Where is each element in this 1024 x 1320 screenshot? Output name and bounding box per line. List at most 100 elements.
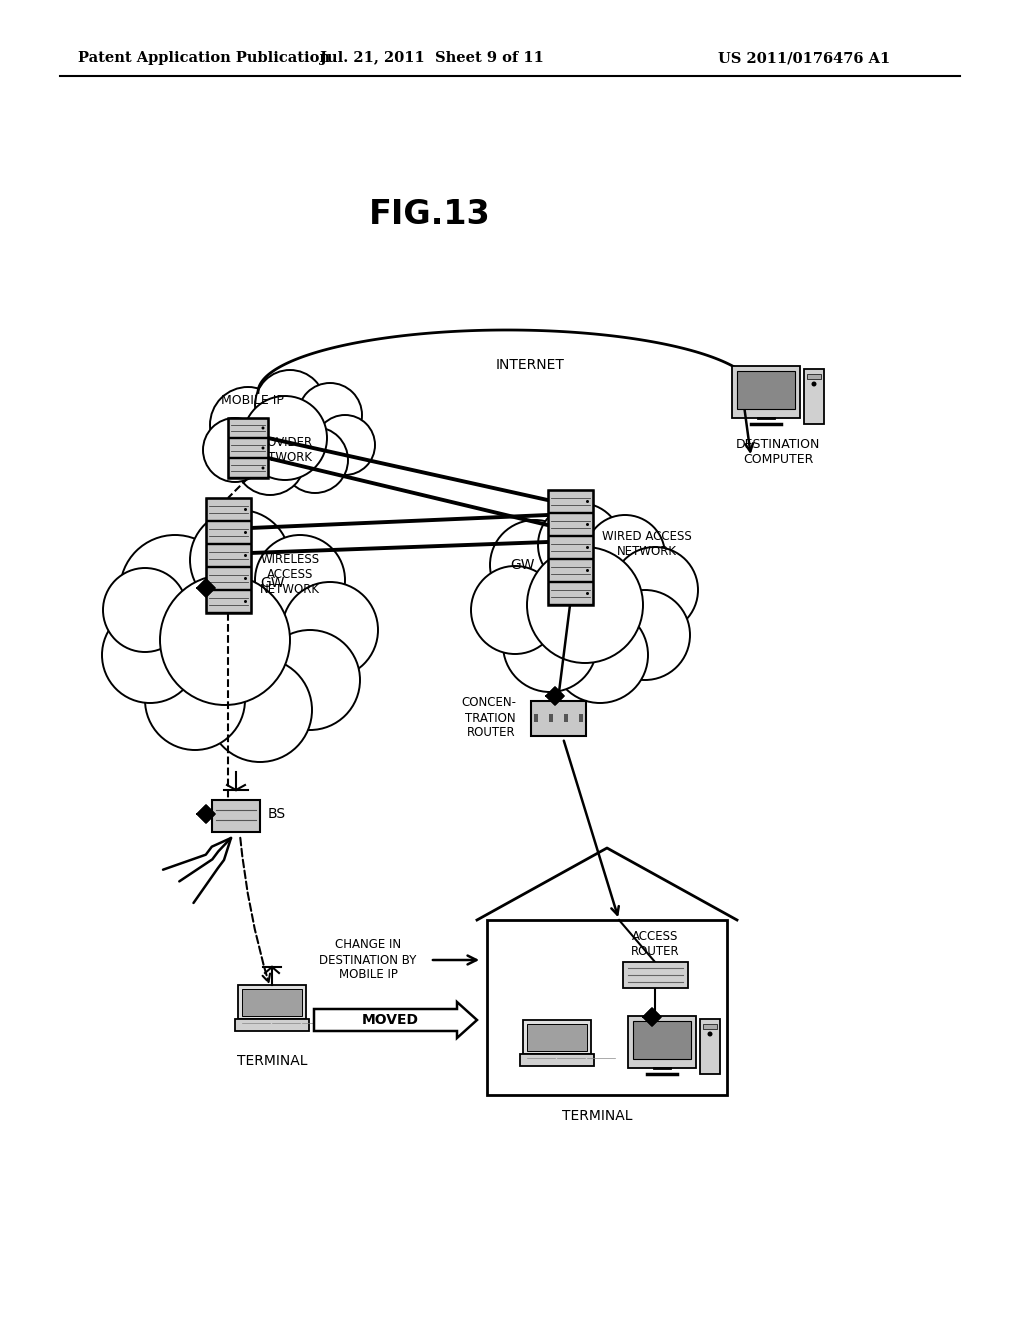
Circle shape <box>103 568 187 652</box>
Bar <box>206 521 251 543</box>
Circle shape <box>260 630 360 730</box>
Text: WIRED ACCESS
NETWORK: WIRED ACCESS NETWORK <box>602 531 692 558</box>
Text: TERMINAL: TERMINAL <box>562 1109 632 1123</box>
Circle shape <box>261 446 264 450</box>
Bar <box>703 1024 717 1030</box>
Circle shape <box>586 546 589 549</box>
Bar <box>633 1020 691 1059</box>
Circle shape <box>586 500 589 503</box>
Circle shape <box>208 657 312 762</box>
Bar <box>212 800 260 832</box>
Text: GW: GW <box>511 558 535 572</box>
Polygon shape <box>197 579 215 597</box>
Bar <box>206 568 251 589</box>
Circle shape <box>190 510 290 610</box>
Bar <box>700 1019 720 1074</box>
Circle shape <box>811 381 816 387</box>
Bar <box>228 438 268 457</box>
Text: INTERNET: INTERNET <box>496 358 564 372</box>
Circle shape <box>612 546 698 634</box>
Bar <box>807 374 821 379</box>
Text: GW: GW <box>260 576 285 590</box>
Circle shape <box>261 426 264 429</box>
Text: BS: BS <box>268 807 286 821</box>
Bar <box>732 366 800 418</box>
Circle shape <box>244 554 247 557</box>
Bar <box>523 1020 591 1055</box>
Bar <box>238 985 306 1019</box>
Text: WIRELESS
ACCESS
NETWORK: WIRELESS ACCESS NETWORK <box>260 553 319 597</box>
Polygon shape <box>546 686 564 705</box>
Bar <box>579 714 583 722</box>
Bar <box>548 490 593 512</box>
Circle shape <box>244 531 247 535</box>
Bar <box>548 490 593 605</box>
Circle shape <box>538 503 622 587</box>
Bar <box>548 558 593 581</box>
Circle shape <box>586 569 589 572</box>
Text: Patent Application Publication: Patent Application Publication <box>78 51 330 65</box>
Text: CHANGE IN
DESTINATION BY
MOBILE IP: CHANGE IN DESTINATION BY MOBILE IP <box>319 939 417 982</box>
Text: ACCESS
ROUTER: ACCESS ROUTER <box>631 931 679 958</box>
Circle shape <box>243 396 327 480</box>
Polygon shape <box>643 1008 662 1026</box>
Bar <box>242 989 302 1016</box>
Circle shape <box>145 649 245 750</box>
Circle shape <box>585 515 665 595</box>
Bar <box>527 1024 587 1051</box>
Text: US 2011/0176476 A1: US 2011/0176476 A1 <box>718 51 890 65</box>
Circle shape <box>586 523 589 525</box>
Text: FIG.13: FIG.13 <box>369 198 490 231</box>
Bar <box>548 536 593 558</box>
Circle shape <box>490 520 580 610</box>
Bar <box>563 714 567 722</box>
Circle shape <box>244 577 247 579</box>
Circle shape <box>203 418 267 482</box>
Bar <box>234 1019 309 1031</box>
Bar <box>548 513 593 535</box>
Circle shape <box>282 426 348 492</box>
Circle shape <box>471 566 559 653</box>
Circle shape <box>282 582 378 678</box>
Text: MOBILE IP: MOBILE IP <box>220 393 284 407</box>
FancyArrow shape <box>314 1002 477 1038</box>
Bar <box>548 582 593 605</box>
Circle shape <box>261 466 264 470</box>
Polygon shape <box>197 805 215 822</box>
Circle shape <box>244 601 247 603</box>
Circle shape <box>315 414 375 475</box>
Bar <box>228 458 268 477</box>
Bar <box>628 1016 696 1068</box>
Text: PROVIDER
NETWORK: PROVIDER NETWORK <box>253 436 313 465</box>
Bar <box>530 701 586 735</box>
Text: CONCEN-
TRATION
ROUTER: CONCEN- TRATION ROUTER <box>461 697 516 739</box>
Bar <box>228 418 268 437</box>
Text: Jul. 21, 2011  Sheet 9 of 11: Jul. 21, 2011 Sheet 9 of 11 <box>321 51 544 65</box>
Bar <box>534 714 538 722</box>
Circle shape <box>527 546 643 663</box>
Text: MOVED: MOVED <box>361 1012 419 1027</box>
Circle shape <box>120 535 230 645</box>
Bar <box>804 370 824 424</box>
Circle shape <box>708 1031 713 1036</box>
Text: DESTINATION
COMPUTER: DESTINATION COMPUTER <box>736 438 820 466</box>
Circle shape <box>298 383 362 447</box>
Bar <box>206 498 251 612</box>
Circle shape <box>210 387 286 463</box>
Bar <box>206 498 251 520</box>
Bar <box>228 418 268 478</box>
Bar <box>549 714 553 722</box>
Bar <box>737 371 795 409</box>
Bar <box>206 590 251 612</box>
Circle shape <box>244 508 247 511</box>
Text: TERMINAL: TERMINAL <box>237 1053 307 1068</box>
Circle shape <box>600 590 690 680</box>
Circle shape <box>160 576 290 705</box>
Bar <box>206 544 251 566</box>
Circle shape <box>102 607 198 704</box>
Bar <box>487 920 727 1096</box>
Circle shape <box>552 607 648 704</box>
Circle shape <box>503 598 597 692</box>
Bar <box>520 1055 594 1067</box>
Circle shape <box>586 591 589 595</box>
